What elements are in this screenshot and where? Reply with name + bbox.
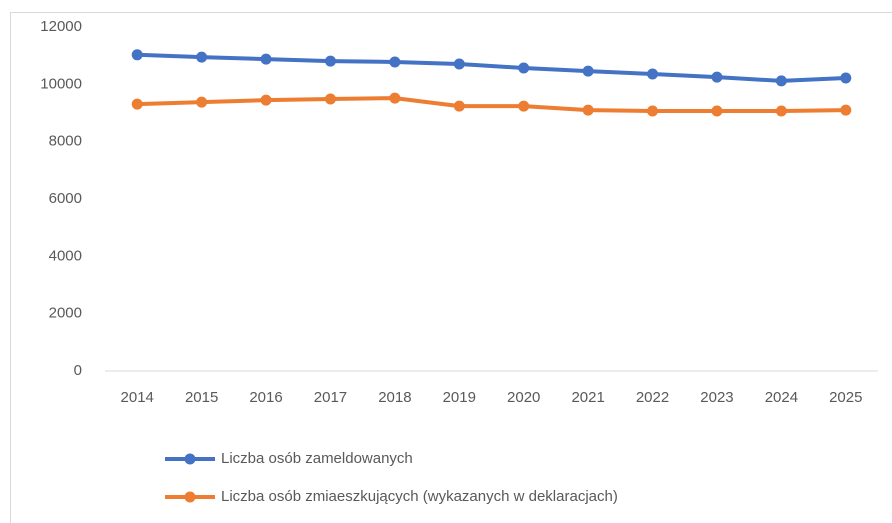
x-tick-label: 2025 [829,389,862,406]
data-point [453,100,465,112]
data-point [647,105,659,117]
x-tick-label: 2021 [571,389,604,406]
data-point [840,104,852,116]
data-point [131,98,143,110]
data-point [389,92,401,104]
x-tick-label: 2019 [443,389,476,406]
data-point [775,75,787,87]
data-point [775,105,787,117]
data-point [260,53,272,65]
y-tick-label: 2000 [49,305,82,322]
data-point [518,100,530,112]
data-point [196,96,208,108]
series-line [137,52,846,83]
x-tick-label: 2017 [314,389,347,406]
data-point [647,68,659,80]
data-point [389,56,401,68]
chart-border [10,12,892,523]
x-tick-label: 2022 [636,389,669,406]
data-point [711,71,723,83]
y-tick-label: 0 [74,362,82,379]
x-tick-label: 2014 [121,389,154,406]
y-tick-label: 4000 [49,247,82,264]
data-point [196,51,208,63]
x-tick-label: 2024 [765,389,798,406]
data-point [518,62,530,74]
data-point [324,93,336,105]
legend-label: Liczba osób zmiaeszkujących (wykazanych … [221,488,618,505]
x-tick-label: 2018 [378,389,411,406]
data-point [582,104,594,116]
y-tick-label: 6000 [49,190,82,207]
data-point [260,94,272,106]
series-line [137,96,846,113]
y-tick-label: 8000 [49,133,82,150]
legend-marker [184,453,196,465]
y-tick-label: 10000 [40,75,82,92]
y-tick-label: 12000 [40,18,82,35]
x-tick-label: 2016 [249,389,282,406]
data-point [711,105,723,117]
x-tick-label: 2015 [185,389,218,406]
data-point [582,65,594,77]
x-tick-label: 2020 [507,389,540,406]
data-point [453,58,465,70]
data-point [131,49,143,61]
data-point [840,72,852,84]
x-tick-label: 2023 [700,389,733,406]
legend-label: Liczba osób zameldowanych [221,450,413,467]
legend-marker [184,491,196,503]
data-point [324,55,336,67]
